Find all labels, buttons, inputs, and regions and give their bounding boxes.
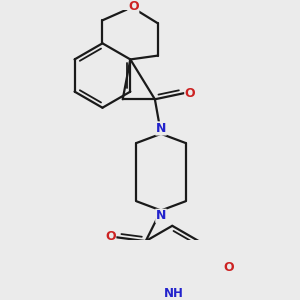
Text: O: O [105,230,116,243]
Text: N: N [156,122,166,135]
Text: NH: NH [164,287,184,300]
Text: N: N [156,209,166,222]
Text: O: O [224,262,234,275]
Text: O: O [128,0,139,13]
Text: O: O [185,87,196,100]
